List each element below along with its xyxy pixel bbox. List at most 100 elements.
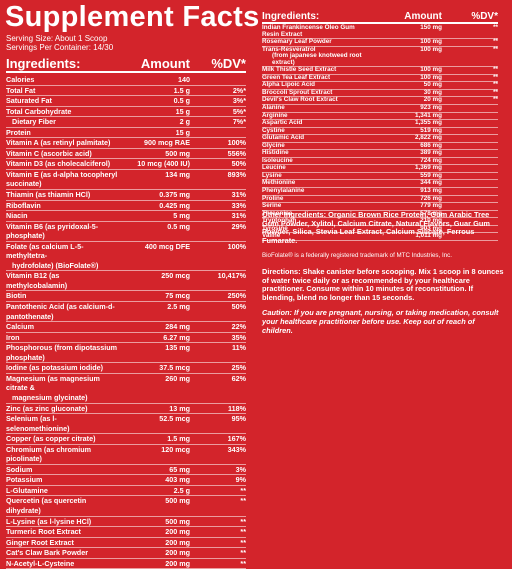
ingredient-row: Phenylalanine 913 mg [262, 187, 498, 196]
name-line: Zinc (as zinc gluconate) [6, 403, 88, 413]
ingredient-row: Leucine 1,369 mg [262, 165, 498, 173]
ingredient-name: Glycine [262, 142, 372, 150]
caution: Caution: If you are pregnant, nursing, o… [262, 308, 499, 335]
ingredient-name: Green Tea Leaf Extract [262, 74, 372, 82]
ingredient-name: Tryptophan [262, 218, 372, 225]
ingredient-row: Riboflavin 0.425 mg 33% [6, 201, 246, 212]
amount: 500 mg [165, 516, 190, 526]
ingredient-name: Serine [262, 203, 372, 210]
name-line: Folate (as calcium L-5-methyltetra- [6, 241, 84, 261]
ingredient-row: Valine 1,011 mg [262, 233, 498, 241]
daily-value: 50% [231, 302, 246, 312]
daily-value: 118% [228, 403, 246, 413]
other-ingredients: Other Ingredients: Organic Brown Rice Pr… [262, 210, 504, 245]
amount: 2.5 mg [167, 302, 190, 312]
ingredient-name: Sodium [6, 465, 120, 475]
name-line: Potassium [6, 475, 43, 485]
name-line: Isoleucine [262, 156, 293, 164]
ingredient-name: N-Acetyl-L-Cysteine [6, 559, 120, 569]
ingredient-row: Serine 779 mg [262, 203, 498, 211]
daily-value [442, 188, 498, 195]
ingredient-name: Vitamin E (as d-alpha tocopheryl succina… [6, 170, 120, 189]
amount: 100 mg [420, 38, 442, 46]
ingredient-row: Total Fat 1.5 g 2%* [6, 86, 246, 97]
ingredient-name: Cat's Claw Bark Powder [6, 548, 120, 558]
ingredient-name: Turmeric Root Extract [6, 527, 120, 537]
amount: 260 mg [165, 373, 190, 383]
ingredient-name: Indian Frankincense Oleo Gum Resin Extra… [262, 24, 372, 38]
amount: 0.5 g [173, 96, 190, 106]
ingredient-row: Cat's Claw Bark Powder 200 mg ** [6, 548, 246, 559]
header-dv: %DV* [471, 11, 498, 22]
ingredient-row: Total Carbohydrate 15 g 5%* [6, 107, 246, 118]
ingredient-row: Devil's Claw Root Extract 20 mg ** [262, 97, 498, 106]
ingredient-row: Quercetin (as quercetin dihydrate) 500 mg… [6, 496, 246, 517]
daily-value: ** [493, 38, 498, 46]
name-line: Threonine [262, 209, 293, 217]
ingredient-name: Arginine [262, 112, 372, 120]
daily-value [442, 203, 498, 210]
ingredient-row: Lysine 559 mg [262, 171, 498, 181]
daily-value [442, 196, 498, 203]
name-line: N-Acetyl-L-Cysteine [6, 558, 75, 568]
name-line: Quercetin (as quercetin dihydrate) [6, 496, 87, 515]
ingredient-row: Proline 726 mg [262, 195, 498, 204]
amount: 5 mg [173, 211, 190, 221]
amount: 200 mg [165, 548, 190, 558]
name-line: Lysine [262, 171, 282, 179]
name-line: Vitamin E (as d-alpha tocopheryl succina… [6, 169, 118, 189]
text: Shake canister before scooping. Mix 1 sc… [262, 266, 504, 302]
trademark: BioFolate® is a federally registered tra… [262, 252, 452, 260]
ingredient-row: Calcium 284 mg 22% [6, 322, 246, 333]
amount: 900 mcg RAE [144, 138, 190, 148]
amount: 100 mg [420, 45, 442, 53]
amount: 0.5 mg [167, 221, 190, 231]
ingredient-row: Vitamin E (as d-alpha tocopheryl succina… [6, 170, 246, 191]
ingredient-name: Selenium (as l-selenomethionine) [6, 414, 120, 433]
daily-value: 31% [231, 190, 246, 200]
amount: 210 mg [420, 217, 442, 225]
amount: 200 mg [165, 527, 190, 537]
header-name: Ingredients: [262, 11, 320, 22]
name-line: Total Fat [6, 85, 36, 95]
ingredient-row: Phosphorous (from dipotassium phosphate)… [6, 343, 246, 364]
amount: 403 mg [165, 475, 190, 485]
name-line: Selenium (as l-selenomethionine) [6, 414, 70, 433]
ingredient-name: Calcium [6, 322, 120, 332]
daily-value [442, 180, 498, 187]
ingredient-name: Phosphorous (from dipotassium phosphate) [6, 343, 120, 362]
amount: 50 mg [423, 81, 442, 89]
name-line: Sodium [6, 464, 33, 474]
ingredient-row: Iodine (as potassium iodide) 37.5 mcg 25% [6, 363, 246, 374]
ingredient-name: Potassium [6, 475, 120, 485]
ingredient-name: Cystine [262, 127, 372, 135]
name-line: (from japanese knotweed root extract) [272, 52, 362, 66]
daily-value: ** [240, 485, 246, 495]
ingredient-row: Isoleucine 724 mg [262, 156, 498, 166]
ingredient-name: Valine [262, 233, 372, 240]
daily-value [442, 135, 498, 142]
amount: 6.27 mg [163, 332, 190, 342]
amount: 75 mcg [165, 291, 190, 301]
ingredient-name: Iodine (as potassium iodide) [6, 363, 120, 373]
ingredient-name: Lysine [262, 171, 372, 180]
name-line: Indian Frankincense Oleo Gum Resin Extra… [262, 24, 355, 38]
name-line: Cat's Claw Bark Powder [6, 548, 88, 558]
daily-value: ** [240, 537, 246, 547]
ingredient-row: Dietary Fiber 2 g 7%* [6, 117, 246, 128]
ingredient-row: Sodium 65 mg 3% [6, 465, 246, 476]
servings-per-container: Servings Per Container: 14/30 [6, 43, 114, 52]
header-dv: %DV* [211, 56, 246, 71]
ingredient-name: Rosemary Leaf Powder [262, 39, 372, 46]
amount: 913 mg [420, 187, 442, 195]
daily-value: ** [493, 73, 498, 81]
amount: 100 mg [420, 73, 442, 81]
name-line: Glutamic Acid [262, 134, 305, 142]
amount: 150 mg [420, 24, 442, 31]
ingredient-row: Thiamin (as thiamin HCl) 0.375 mg 31% [6, 190, 246, 201]
amount: 37.5 mcg [159, 363, 190, 373]
ingredient-row: Calories 140 [6, 75, 246, 86]
amount: 15 g [175, 106, 190, 116]
amount: 500 mg [165, 496, 190, 506]
daily-value: 31% [231, 211, 246, 221]
